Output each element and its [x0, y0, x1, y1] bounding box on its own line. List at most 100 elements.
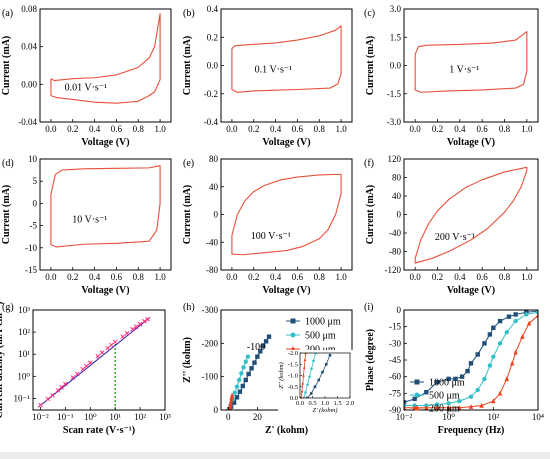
series-line — [404, 310, 538, 403]
x-tick-label: 1.0 — [335, 272, 347, 282]
x-tick-label: 0.4 — [270, 272, 282, 282]
x-tick-label: 0.6 — [477, 272, 489, 282]
y-axis-title: Current (mA) — [1, 36, 12, 96]
x-tick-label: 0.0 — [45, 272, 57, 282]
panel-label: (b) — [183, 8, 195, 19]
x-tick-label: 0.8 — [314, 124, 326, 134]
plot-frame — [220, 158, 353, 271]
inset-x-title: Z' (kohm) — [312, 407, 337, 414]
data-point — [229, 392, 235, 398]
x-tick-label: 0.6 — [111, 124, 123, 134]
x-axis-title: Voltage (V) — [81, 137, 129, 148]
y-tick-label: 120 — [388, 154, 402, 164]
x-tick-label: 10⁴ — [532, 412, 544, 422]
fit-line — [37, 317, 151, 408]
data-point — [308, 375, 311, 378]
y-tick-label: 0.4 — [207, 4, 219, 14]
x-axis-title: Voltage (V) — [262, 285, 310, 296]
panel-label: (a) — [2, 8, 13, 19]
x-axis-title: Voltage (V) — [81, 285, 129, 296]
plot-frame — [39, 8, 172, 123]
data-point — [479, 402, 484, 408]
y-tick-label: -15 — [25, 265, 37, 275]
data-point — [510, 360, 515, 366]
y-tick-label: 80 — [392, 173, 402, 183]
panel-label: (h) — [183, 302, 195, 313]
y-axis-title: Z'' (kohm) — [182, 337, 193, 383]
x-tick-label: 0.8 — [499, 124, 511, 134]
x-tick-label: 0.2 — [248, 272, 259, 282]
x-tick-label: 0.0 — [410, 272, 422, 282]
legend-label: 1000 μm — [305, 317, 341, 328]
data-point — [482, 341, 487, 346]
y-tick-label: 0.0 — [207, 61, 219, 71]
y-tick-label: 0.2 — [207, 32, 218, 42]
y-tick-label: 0 — [397, 305, 402, 315]
scan-rate-annotation: 10 V·s⁻¹ — [72, 214, 107, 225]
y-tick-label: -300 — [202, 305, 219, 315]
data-point — [137, 321, 143, 327]
y-tick-label: 10⁰ — [17, 371, 30, 381]
data-point — [84, 363, 89, 369]
annotation: -100 — [247, 342, 265, 353]
data-point — [234, 384, 240, 389]
inset-x-tick-label: 2.0 — [346, 400, 354, 407]
data-point — [513, 349, 518, 355]
data-point — [303, 357, 307, 362]
data-point — [497, 390, 503, 396]
y-tick-label: 10³ — [18, 305, 30, 315]
data-point — [145, 316, 150, 322]
panel-f: (f) 0.0 0.2 0.4 0.6 0.8 1.0 -120 -80 -40 0 40 80 120 V… — [364, 154, 539, 296]
y-tick-label: -40 — [389, 228, 401, 238]
data-point — [236, 377, 242, 383]
x-tick-label: 10⁻² — [32, 412, 49, 422]
data-point — [313, 385, 317, 389]
data-point — [74, 371, 80, 377]
data-point — [491, 325, 496, 330]
data-point — [446, 376, 451, 382]
data-point — [404, 400, 407, 405]
series-line — [404, 311, 538, 407]
cv-curve — [231, 25, 342, 93]
cv-curve — [50, 165, 161, 248]
data-point — [301, 381, 305, 385]
y-tick-label: -100 — [202, 372, 219, 382]
x-tick-label: 1.0 — [335, 124, 347, 134]
scan-rate-annotation: 0.01 V·s⁻¹ — [65, 82, 108, 93]
panel-label: (d) — [2, 158, 14, 169]
x-tick-label: 20 — [253, 412, 263, 422]
panel-label: (f) — [364, 158, 374, 169]
data-point — [50, 392, 55, 398]
plot-area — [404, 310, 538, 410]
x-tick-label: 0.0 — [410, 124, 422, 134]
inset-y-tick-label: -1.5 — [288, 361, 298, 368]
bottom-strip — [0, 452, 550, 459]
data-point — [535, 310, 538, 315]
y-tick-label: 40 — [209, 182, 219, 192]
data-point — [142, 318, 147, 324]
y-axis-title: Phase (degree) — [365, 329, 376, 391]
data-point — [108, 342, 114, 348]
x-tick-label: 0.2 — [67, 272, 78, 282]
y-tick-label: 10 — [28, 154, 38, 164]
data-point — [245, 354, 251, 359]
data-point — [535, 312, 538, 318]
plot-frame — [39, 158, 172, 271]
data-point — [309, 392, 313, 395]
data-point — [491, 354, 496, 359]
y-axis-title: Current (mA) — [182, 185, 193, 245]
scan-rate-annotation: 200 V·s⁻¹ — [435, 232, 475, 243]
data-point — [513, 318, 518, 324]
y-tick-label: 3.0 — [390, 4, 402, 14]
y-tick-label: 1.5 — [390, 32, 402, 42]
y-tick-label: -80 — [206, 265, 218, 275]
data-point — [497, 341, 503, 346]
inset-x-tick-label: 1.5 — [333, 400, 341, 407]
legend-label: 200 μm — [429, 404, 460, 415]
y-tick-label: -1.5 — [387, 89, 402, 99]
data-point — [243, 359, 248, 364]
x-tick-label: 0.8 — [133, 124, 145, 134]
data-point — [468, 394, 474, 399]
y-tick-label: -60 — [389, 372, 401, 382]
y-tick-label: 0.04 — [21, 42, 37, 52]
